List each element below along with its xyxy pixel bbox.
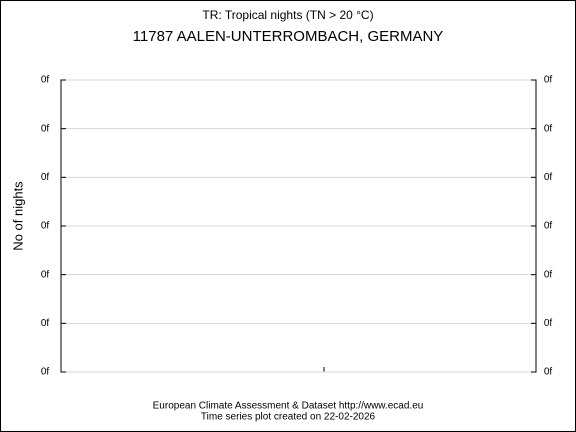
chart-title: TR: Tropical nights (TN > 20 °C) (202, 8, 373, 22)
y2-tick-label: 0f (544, 123, 553, 134)
chart-subtitle: 11787 AALEN-UNTERROMBACH, GERMANY (133, 28, 444, 45)
y-tick-label: 0f (41, 318, 50, 329)
y2-tick-label: 0f (544, 367, 553, 378)
y-tick-label: 0f (41, 172, 50, 183)
footer-date: Time series plot created on 22-02-2026 (201, 412, 376, 423)
y2-tick-label: 0f (544, 269, 553, 280)
y-axis-label: No of nights (10, 181, 25, 251)
y-tick-label: 0f (41, 221, 50, 232)
y2-tick-label: 0f (544, 221, 553, 232)
y-tick-label: 0f (41, 367, 50, 378)
y-tick-label: 0f (41, 123, 50, 134)
y2-tick-label: 0f (544, 318, 553, 329)
y-tick-label: 0f (41, 75, 50, 86)
y2-tick-label: 0f (544, 172, 553, 183)
footer-source: European Climate Assessment & Dataset ht… (153, 401, 424, 412)
y2-tick-label: 0f (544, 75, 553, 86)
y-tick-label: 0f (41, 269, 50, 280)
